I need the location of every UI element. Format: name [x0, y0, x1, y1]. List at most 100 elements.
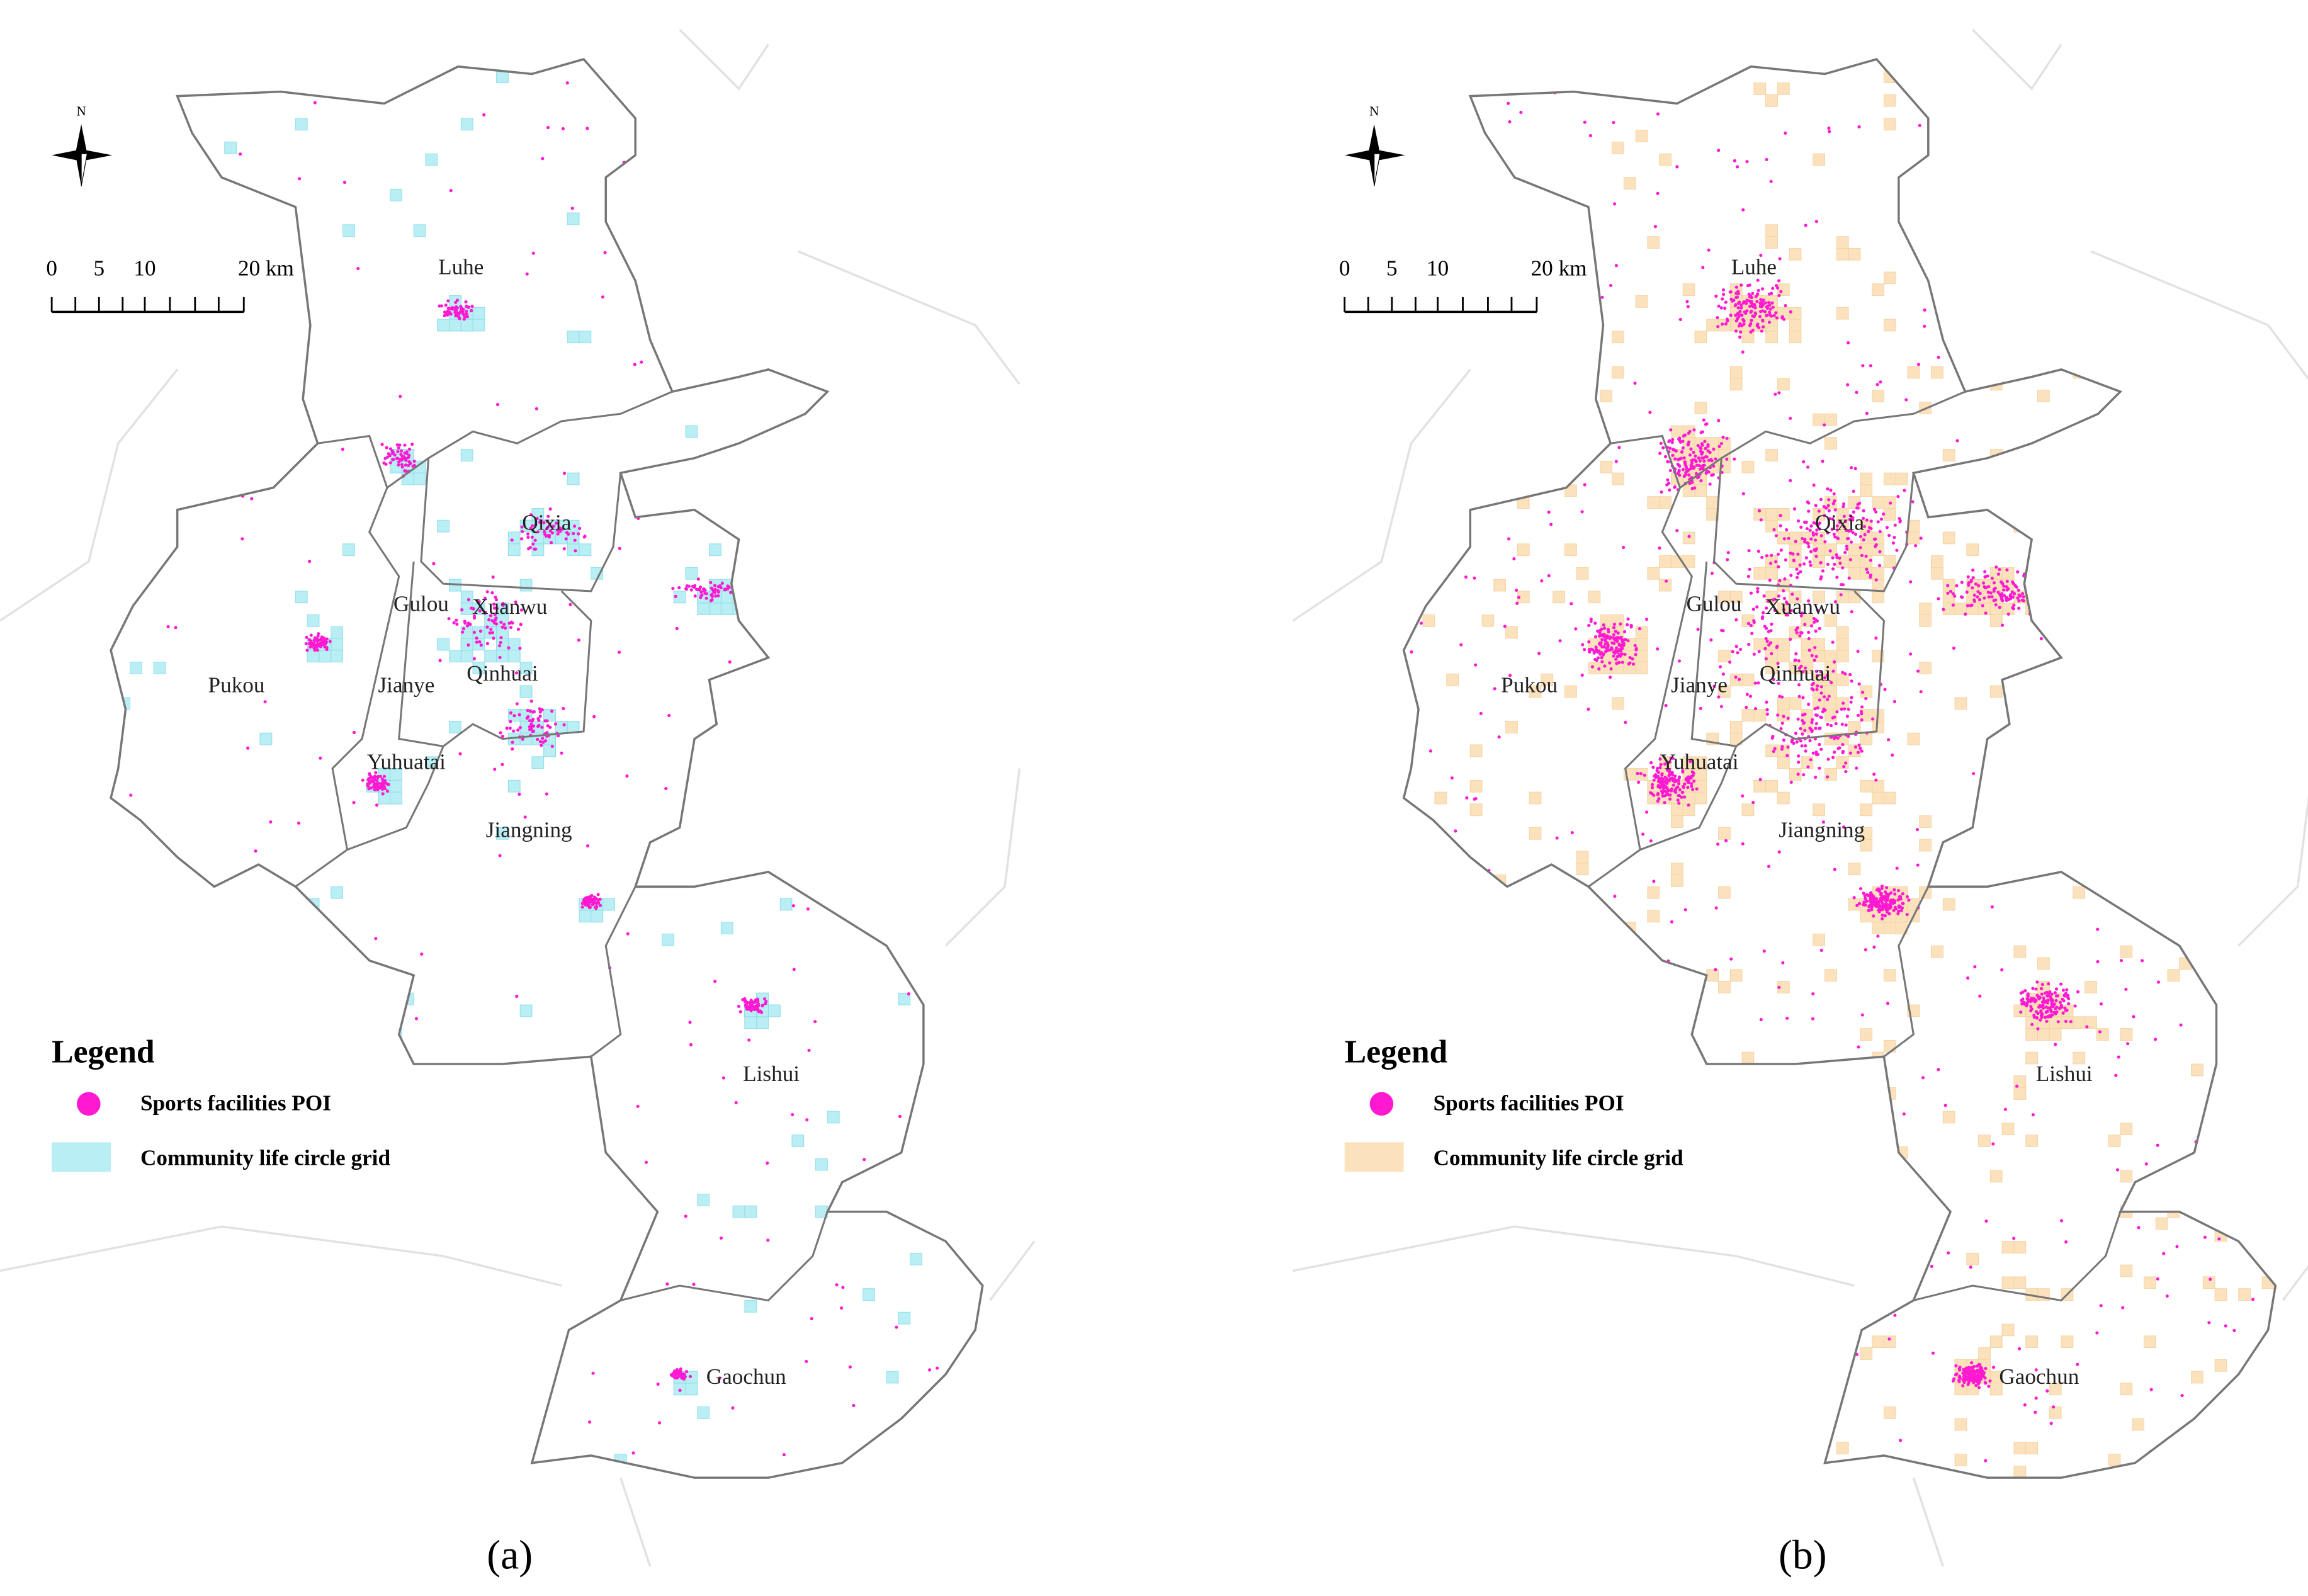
poi: [538, 740, 543, 744]
life-circle-grid: [1422, 531, 1435, 545]
poi: [724, 84, 728, 88]
life-circle-grid: [2191, 779, 2203, 793]
poi: [175, 888, 179, 892]
poi: [1756, 587, 1760, 591]
life-circle-grid: [1469, 1323, 1483, 1337]
life-circle-grid: [2096, 212, 2109, 225]
poi: [1680, 1094, 1683, 1098]
scale-label: 5: [1386, 256, 1398, 281]
poi: [1751, 608, 1755, 611]
life-circle-grid: [1813, 933, 1826, 946]
poi: [778, 619, 781, 623]
life-circle-grid: [1753, 1323, 1767, 1337]
life-circle-grid: [2037, 603, 2050, 615]
poi: [1637, 780, 1641, 784]
poi: [1765, 700, 1768, 704]
poi: [1702, 459, 1706, 463]
poi: [768, 583, 772, 587]
life-circle-grid: [1860, 910, 1873, 923]
life-circle-grid: [472, 319, 485, 332]
poi: [521, 737, 524, 741]
poi: [1807, 630, 1811, 634]
poi: [1947, 1251, 1950, 1255]
poi: [1670, 920, 1674, 924]
poi: [1428, 749, 1433, 753]
poi: [1981, 604, 1984, 608]
life-circle-grid: [1647, 910, 1660, 923]
poi: [1522, 1001, 1525, 1005]
poi: [1698, 459, 1702, 463]
poi: [1734, 295, 1738, 300]
poi: [631, 1451, 635, 1455]
life-circle-grid: [1872, 779, 1884, 793]
poi: [1547, 283, 1551, 287]
poi: [1801, 713, 1805, 717]
poi: [1467, 965, 1471, 968]
life-circle-grid: [1836, 638, 1849, 651]
poi: [2032, 572, 2036, 575]
life-circle-grid: [2155, 106, 2168, 119]
poi: [1696, 627, 1700, 631]
poi: [1515, 601, 1519, 605]
poi: [2031, 1113, 2035, 1117]
poi: [1687, 535, 1691, 538]
poi: [516, 728, 520, 732]
life-circle-grid: [1647, 496, 1660, 509]
poi: [1984, 1366, 1988, 1371]
poi: [1600, 656, 1604, 660]
life-circle-grid: [1789, 662, 1802, 674]
poi: [1768, 310, 1772, 314]
poi: [1634, 974, 1638, 978]
poi: [388, 454, 392, 458]
poi: [1771, 286, 1775, 290]
life-circle-grid: [1883, 922, 1896, 934]
poi: [598, 903, 602, 907]
life-circle-grid: [1600, 1205, 1613, 1218]
poi: [126, 373, 130, 376]
legend-title: Legend: [1345, 1034, 1448, 1070]
life-circle-grid: [1729, 969, 1743, 982]
poi: [2038, 995, 2042, 999]
poi: [1717, 419, 1721, 422]
poi: [2051, 1405, 2056, 1409]
poi: [1867, 908, 1870, 912]
life-circle-grid: [366, 1276, 379, 1289]
poi: [573, 1198, 577, 1202]
poi: [1886, 738, 1891, 742]
poi: [592, 715, 596, 718]
poi: [1581, 643, 1585, 647]
poi: [1937, 597, 1940, 601]
poi: [569, 603, 572, 606]
poi: [1883, 688, 1887, 691]
life-circle-grid: [1872, 591, 1884, 604]
poi: [2099, 1304, 2103, 1308]
poi: [2059, 593, 2062, 597]
poi: [552, 524, 555, 528]
life-circle-grid: [2049, 1028, 2062, 1041]
poi: [1729, 290, 1733, 294]
poi: [1465, 1318, 1469, 1323]
poi: [2032, 601, 2036, 605]
life-circle-grid: [1469, 1264, 1483, 1277]
poi: [936, 1366, 939, 1370]
poi: [2032, 573, 2036, 577]
poi: [716, 589, 720, 592]
life-circle-grid: [1954, 1383, 1967, 1396]
life-circle-grid: [331, 650, 343, 663]
poi: [1784, 558, 1787, 562]
poi: [868, 1197, 871, 1201]
poi: [2035, 993, 2039, 997]
poi: [1514, 588, 1519, 592]
poi: [180, 1067, 184, 1070]
poi: [1707, 458, 1711, 462]
poi: [1809, 537, 1813, 541]
poi: [1741, 208, 1745, 212]
poi: [1707, 248, 1711, 252]
poi: [1905, 912, 1909, 917]
poi: [2015, 151, 2019, 155]
poi: [1616, 631, 1620, 635]
poi: [1967, 1381, 1971, 1384]
poi: [1841, 504, 1845, 509]
poi: [1862, 538, 1865, 541]
life-circle-grid: [2238, 378, 2251, 391]
